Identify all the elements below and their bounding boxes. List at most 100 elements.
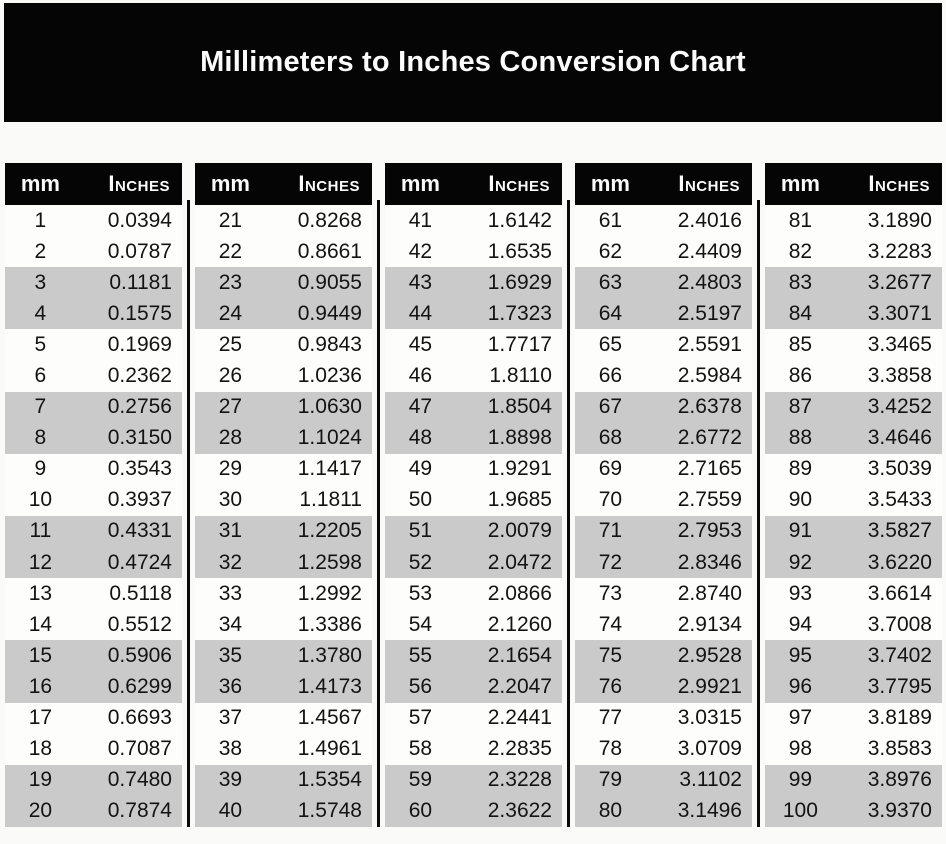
mm-value: 12	[28, 550, 53, 574]
table-row: 56 2.2047	[385, 671, 562, 703]
table-row: 27 1.0630	[195, 391, 372, 423]
inches-value: 2.4803	[677, 270, 742, 294]
mm-value: 80	[598, 799, 623, 823]
mm-value: 14	[28, 612, 53, 636]
mm-value: 91	[788, 519, 813, 543]
table-row: 97 3.8189	[765, 703, 942, 734]
mm-value: 8	[34, 426, 47, 450]
table-row: 60 2.3622	[385, 795, 562, 827]
mm-value: 90	[788, 488, 813, 512]
mm-value: 32	[218, 550, 243, 574]
inches-value: 1.2992	[297, 581, 362, 605]
table-row: 48 1.8898	[385, 422, 562, 454]
inches-value: 0.7480	[107, 768, 172, 792]
inches-value: 0.7874	[107, 799, 172, 823]
mm-value: 22	[218, 239, 243, 263]
mm-value: 2	[34, 239, 47, 263]
inches-value: 0.3150	[107, 426, 172, 450]
table-row: 93 3.6614	[765, 578, 942, 609]
table-row: 13 0.5118	[5, 578, 182, 609]
inches-value: 0.3937	[107, 488, 172, 512]
mm-value: 53	[408, 581, 433, 605]
mm-value: 4	[34, 301, 47, 325]
table-row: 34 1.3386	[195, 609, 372, 640]
table-row: 71 2.7953	[575, 515, 752, 548]
mm-value: 50	[408, 488, 433, 512]
table-row: 15 0.5906	[5, 640, 182, 672]
inches-value: 1.6142	[487, 208, 552, 232]
table-row: 38 1.4961	[195, 734, 372, 765]
inches-value: 3.0315	[677, 706, 742, 730]
inches-value: 1.6535	[487, 239, 552, 263]
mm-value: 36	[218, 674, 243, 698]
inches-value: 2.9921	[677, 674, 742, 698]
inches-value: 0.9843	[297, 332, 362, 356]
mm-value: 77	[598, 706, 623, 730]
inches-value: 0.7087	[107, 737, 172, 761]
inches-value: 3.1496	[677, 799, 742, 823]
table-row: 7 0.2756	[5, 391, 182, 423]
inches-value: 2.6772	[677, 426, 742, 450]
header-mm-label: mm	[210, 171, 250, 196]
mm-value: 38	[218, 737, 243, 761]
table-row: 86 3.3858	[765, 360, 942, 391]
inches-value: 1.5748	[297, 799, 362, 823]
inches-value: 3.6614	[867, 581, 932, 605]
conversion-table: mm Inches 61 2.4016 62 2.4409 63 2.4803 64 2.5197…	[575, 163, 752, 827]
table-row: 20 0.7874	[5, 795, 182, 827]
table-rows: 41 1.6142 42 1.6535 43 1.6929 44 1.7323 45 1.7717…	[385, 205, 562, 827]
inches-value: 2.2441	[487, 706, 552, 730]
table-row: 40 1.5748	[195, 795, 372, 827]
inches-value: 0.1181	[109, 270, 172, 294]
table-row: 16 0.6299	[5, 671, 182, 703]
inches-value: 1.4173	[297, 674, 362, 698]
inches-value: 2.2835	[487, 737, 552, 761]
inches-value: 0.1575	[107, 301, 172, 325]
table-header: mm Inches	[5, 163, 182, 205]
inches-value: 1.8504	[487, 395, 552, 419]
mm-value: 60	[408, 799, 433, 823]
table-row: 44 1.7323	[385, 298, 562, 330]
mm-value: 49	[408, 457, 433, 481]
table-row: 26 1.0236	[195, 360, 372, 391]
table-row: 31 1.2205	[195, 515, 372, 548]
inches-value: 1.9685	[487, 488, 552, 512]
inches-value: 0.4331	[107, 519, 172, 543]
inches-value: 0.5118	[109, 581, 172, 605]
inches-value: 0.9449	[297, 301, 362, 325]
inches-value: 0.9055	[297, 270, 362, 294]
table-row: 46 1.8110	[385, 360, 562, 391]
mm-value: 63	[598, 270, 623, 294]
mm-value: 48	[408, 426, 433, 450]
table-gap	[372, 163, 385, 827]
inches-value: 0.1969	[107, 332, 172, 356]
mm-value: 56	[408, 674, 433, 698]
table-row: 59 2.3228	[385, 764, 562, 796]
mm-value: 99	[788, 768, 813, 792]
table-row: 8 0.3150	[5, 422, 182, 454]
table-header: mm Inches	[385, 163, 562, 205]
mm-value: 92	[788, 550, 813, 574]
table-row: 64 2.5197	[575, 298, 752, 330]
inches-value: 1.1024	[297, 426, 362, 450]
mm-value: 25	[218, 332, 243, 356]
inches-value: 1.3780	[297, 643, 362, 667]
table-row: 72 2.8346	[575, 547, 752, 579]
mm-value: 54	[408, 612, 433, 636]
inches-value: 0.8661	[297, 239, 362, 263]
table-row: 74 2.9134	[575, 609, 752, 640]
table-row: 89 3.5039	[765, 454, 942, 485]
table-row: 88 3.4646	[765, 422, 942, 454]
mm-value: 57	[408, 706, 433, 730]
mm-value: 58	[408, 737, 433, 761]
mm-value: 41	[408, 208, 433, 232]
mm-value: 69	[598, 457, 623, 481]
table-row: 55 2.1654	[385, 640, 562, 672]
conversion-tables: mm Inches 1 0.0394 2 0.0787 3 0.1181 4 0.1575 5 0.1…	[5, 163, 942, 827]
table-row: 33 1.2992	[195, 578, 372, 609]
table-row: 41 1.6142	[385, 205, 562, 236]
inches-value: 1.3386	[297, 612, 362, 636]
mm-value: 74	[598, 612, 623, 636]
inches-value: 0.2362	[107, 364, 172, 388]
